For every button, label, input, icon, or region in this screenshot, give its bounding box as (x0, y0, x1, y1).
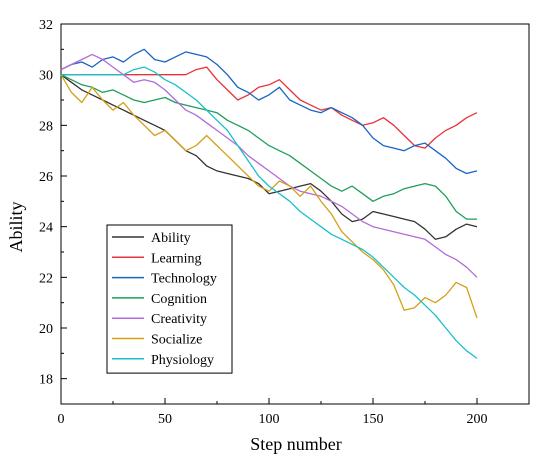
legend: Ability Learning Technology Cognition Creati… (106, 224, 233, 374)
series-line-ability (60, 74, 478, 240)
legend-label-physiology: Physiology (151, 353, 214, 368)
y-axis-title: Ability (6, 201, 26, 252)
x-tick-label: 200 (467, 412, 488, 427)
series-line-learning (61, 66, 478, 149)
x-tick-label: 50 (158, 412, 172, 427)
axes: 0 50 100 150 200 18 20 22 24 26 28 30 32 (39, 18, 530, 427)
y-tick-label: 28 (39, 119, 53, 134)
legend-box (106, 224, 233, 374)
plot-frame (60, 23, 530, 405)
series-lines (60, 48, 478, 359)
legend-label-ability: Ability (151, 231, 191, 246)
series-line-cognition (60, 74, 477, 220)
legend-label-learning: Learning (151, 251, 202, 266)
y-tick-label: 18 (39, 373, 53, 388)
x-tick-label: 150 (363, 412, 384, 427)
y-tick-label: 26 (39, 170, 53, 185)
x-tick-label: 100 (259, 412, 280, 427)
legend-label-cognition: Cognition (151, 292, 207, 307)
x-axis-title: Step number (250, 434, 342, 454)
y-tick-label: 22 (39, 271, 53, 286)
legend-label-socialize: Socialize (151, 333, 202, 348)
legend-label-technology: Technology (151, 272, 217, 287)
series-line-physiology (61, 66, 478, 359)
legend-label-creativity: Creativity (151, 312, 207, 327)
y-tick-label: 32 (39, 18, 53, 33)
series-line-technology (60, 48, 478, 175)
y-tick-label: 20 (39, 322, 53, 337)
x-tick-label: 0 (58, 412, 65, 427)
y-tick-label: 24 (39, 221, 53, 236)
series-line-creativity (60, 53, 478, 278)
series-line-socialize (60, 74, 478, 319)
y-tick-label: 30 (39, 69, 53, 84)
